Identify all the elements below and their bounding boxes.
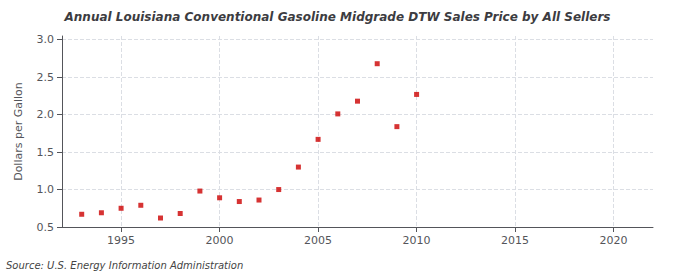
- svg-text:2010: 2010: [403, 234, 431, 247]
- svg-text:2005: 2005: [304, 234, 332, 247]
- svg-text:2.5: 2.5: [37, 71, 55, 84]
- svg-text:Annual Louisiana Conventional: Annual Louisiana Conventional Gasoline M…: [64, 10, 611, 24]
- svg-text:2015: 2015: [501, 234, 529, 247]
- svg-text:Source: U.S. Energy Informatio: Source: U.S. Energy Information Administ…: [6, 260, 243, 271]
- svg-text:Dollars per Gallon: Dollars per Gallon: [12, 82, 25, 181]
- svg-text:1.0: 1.0: [37, 183, 55, 196]
- svg-text:2020: 2020: [600, 234, 628, 247]
- svg-text:3.0: 3.0: [37, 33, 55, 46]
- svg-text:0.5: 0.5: [37, 221, 55, 234]
- svg-text:2.0: 2.0: [37, 108, 55, 121]
- svg-text:1.5: 1.5: [37, 146, 55, 159]
- svg-text:2000: 2000: [206, 234, 234, 247]
- svg-text:1995: 1995: [107, 234, 135, 247]
